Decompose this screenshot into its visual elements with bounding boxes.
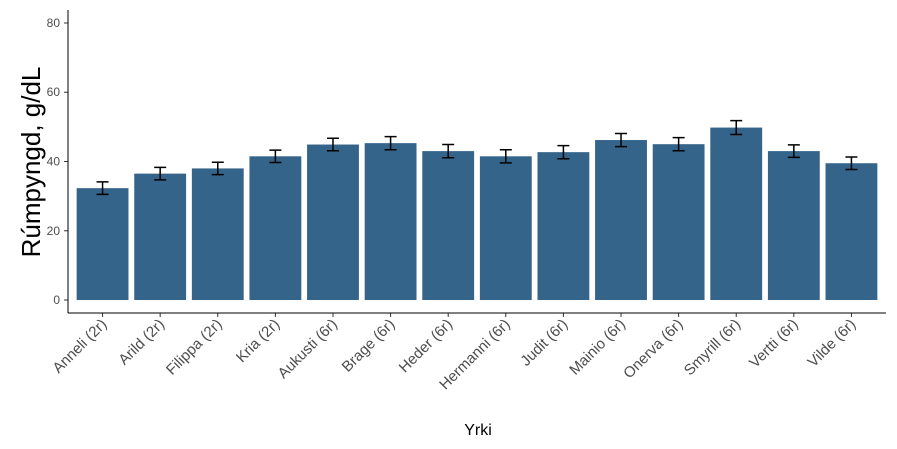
x-axis-label: Yrki <box>464 422 492 439</box>
bar <box>134 173 187 301</box>
error-bar <box>96 181 109 196</box>
x-tick-label: Judit (6r) <box>517 316 571 370</box>
x-tick-label: Vertti (6r) <box>746 316 802 372</box>
bar <box>595 140 647 301</box>
x-tick-label: Mainio (6r) <box>566 316 629 379</box>
bar <box>249 156 302 301</box>
x-tick-label: Aukusti (6r) <box>275 316 341 382</box>
y-tick-label: 0 <box>53 293 60 307</box>
y-tick-label: 40 <box>47 155 61 169</box>
x-tick-label: Kria (2r) <box>233 316 283 366</box>
bar <box>479 156 532 301</box>
error-bar <box>154 166 167 181</box>
y-tick-label: 80 <box>47 16 61 30</box>
error-bar <box>211 161 224 176</box>
error-bar <box>672 136 685 152</box>
bar <box>307 144 359 301</box>
x-tick-label: Arild (2r) <box>115 316 168 369</box>
bar <box>537 152 590 301</box>
error-bar <box>557 144 570 160</box>
bar <box>364 143 417 301</box>
x-tick-label: Brage (6r) <box>339 316 399 376</box>
bar <box>652 144 705 301</box>
x-tick-label: Vilde (6r) <box>804 316 859 371</box>
error-bar <box>787 144 800 159</box>
error-bar <box>442 143 455 159</box>
y-axis-label: Rúmpyngd, g/dL <box>16 67 46 258</box>
y-tick-label: 60 <box>47 85 61 99</box>
bar <box>191 168 244 301</box>
error-bar <box>384 135 397 151</box>
bar <box>710 127 763 301</box>
error-bar <box>326 137 339 152</box>
x-tick-label: Filippa (2r) <box>163 316 226 379</box>
error-bar <box>615 132 628 148</box>
bar <box>767 151 820 301</box>
error-bar <box>269 149 282 164</box>
x-tick-label: Heder (6r) <box>396 316 456 376</box>
bar <box>825 163 878 301</box>
y-tick-label: 20 <box>47 224 61 238</box>
error-bar <box>845 156 858 171</box>
error-bar <box>499 148 512 164</box>
x-tick-label: Anneli (2r) <box>49 316 110 377</box>
bar <box>76 188 129 301</box>
bar <box>422 151 475 301</box>
x-tick-label: Smyrill (6r) <box>681 316 744 379</box>
x-tick-label: Onerva (6r) <box>620 316 686 382</box>
error-bar <box>730 119 743 136</box>
